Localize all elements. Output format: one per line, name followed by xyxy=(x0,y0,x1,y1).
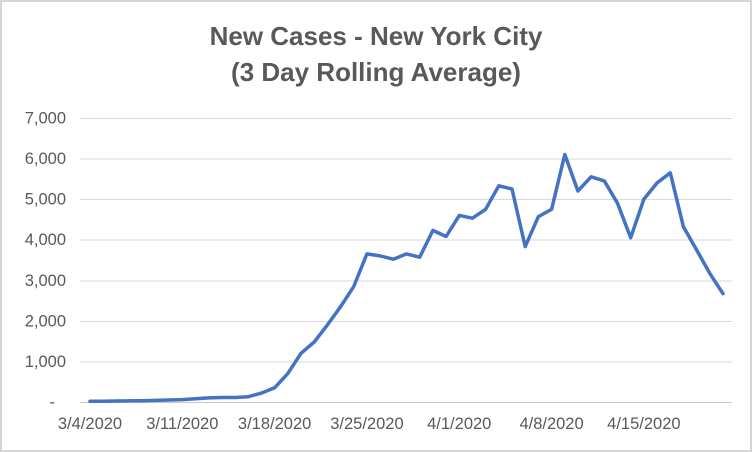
chart-title-line-2: (3 Day Rolling Average) xyxy=(231,57,521,87)
chart-title-line-1: New Cases - New York City xyxy=(209,21,543,51)
y-tick-label: 3,000 xyxy=(25,272,66,290)
series-line xyxy=(88,152,725,403)
x-tick-label: 4/8/2020 xyxy=(519,415,583,433)
y-tick-label: 4,000 xyxy=(25,231,66,249)
y-tick-label: - xyxy=(50,394,56,412)
y-tick-label: 6,000 xyxy=(25,150,66,168)
x-tick-label: 3/4/2020 xyxy=(58,415,122,433)
x-tick-label: 4/15/2020 xyxy=(607,415,680,433)
x-tick-label: 4/1/2020 xyxy=(427,415,491,433)
y-tick-label: 7,000 xyxy=(25,110,66,128)
chart-title: New Cases - New York City (3 Day Rolling… xyxy=(2,18,750,90)
y-tick-label: 5,000 xyxy=(25,191,66,209)
x-tick-label: 3/11/2020 xyxy=(146,415,218,433)
x-tick-label: 3/18/2020 xyxy=(238,415,311,433)
y-tick-label: 1,000 xyxy=(25,353,66,371)
x-tick-label: 3/25/2020 xyxy=(330,415,403,433)
y-tick-label: 2,000 xyxy=(25,312,66,330)
